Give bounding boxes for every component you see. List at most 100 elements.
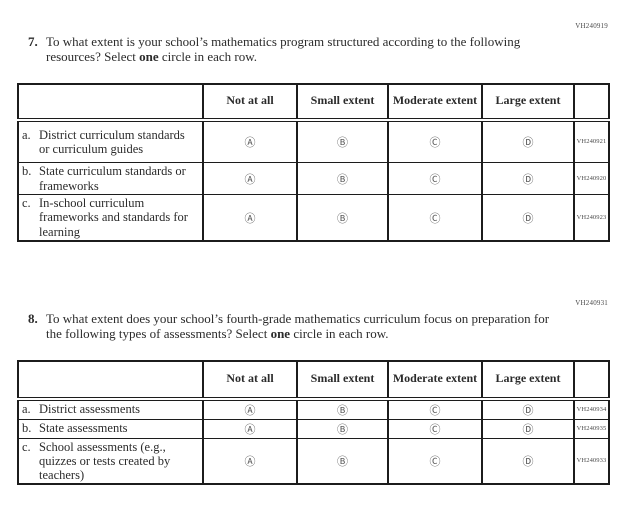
answer-cell-large-extent[interactable]: Ⓓ <box>481 437 574 485</box>
column-header-large-extent: Large extent <box>481 360 574 401</box>
answer-cell-not-at-all[interactable]: Ⓐ <box>202 418 297 439</box>
row-label: In-school curriculum frameworks and stan… <box>39 196 188 239</box>
answer-cell-large-extent[interactable]: Ⓓ <box>481 119 574 163</box>
answer-cell-moderate-extent[interactable]: Ⓒ <box>387 398 482 420</box>
answer-cell-not-at-all[interactable]: Ⓐ <box>202 194 297 241</box>
row-letter: a. <box>22 127 31 142</box>
answer-cell-not-at-all[interactable]: Ⓐ <box>202 162 297 195</box>
question-8-table: Not at all Small extent Moderate extent … <box>17 359 610 486</box>
row-label: School assessments (e.g., quizzes or tes… <box>39 439 171 483</box>
answer-circle-a[interactable]: Ⓐ <box>244 422 256 436</box>
question-8-section: VH240931 8. To what extent does your sch… <box>0 298 626 486</box>
row-letter: c. <box>22 439 31 454</box>
answer-circle-b[interactable]: Ⓑ <box>337 172 348 186</box>
table-row-q8b: b. State assessments Ⓐ Ⓑ Ⓒ Ⓓ VH240935 <box>17 418 609 439</box>
answer-circle-a[interactable]: Ⓐ <box>244 172 256 186</box>
answer-cell-moderate-extent[interactable]: Ⓒ <box>387 194 482 241</box>
question-7-text: To what extent is your school’s mathemat… <box>46 34 551 65</box>
answer-circle-a[interactable]: Ⓐ <box>244 454 256 468</box>
answer-circle-d[interactable]: Ⓓ <box>522 172 534 186</box>
code-column-header-empty <box>573 83 609 122</box>
answer-circle-a[interactable]: Ⓐ <box>244 135 256 149</box>
answer-circle-c[interactable]: Ⓒ <box>429 172 441 186</box>
answer-cell-not-at-all[interactable]: Ⓐ <box>202 119 297 163</box>
answer-cell-small-extent[interactable]: Ⓑ <box>296 162 388 195</box>
answer-circle-d[interactable]: Ⓓ <box>522 211 534 225</box>
question-7-stem: 7. To what extent is your school’s mathe… <box>28 34 568 65</box>
question-7-text-part2: circle in each row. <box>158 49 258 65</box>
row-vh-code: VH240923 <box>573 194 609 241</box>
answer-circle-d[interactable]: Ⓓ <box>522 454 534 468</box>
row-letter: b. <box>22 421 32 436</box>
answer-cell-small-extent[interactable]: Ⓑ <box>296 119 388 163</box>
answer-circle-b[interactable]: Ⓑ <box>337 454 348 468</box>
answer-circle-d[interactable]: Ⓓ <box>522 135 534 149</box>
column-header-moderate-extent: Moderate extent <box>387 83 482 122</box>
answer-circle-d[interactable]: Ⓓ <box>522 403 534 417</box>
answer-cell-small-extent[interactable]: Ⓑ <box>296 418 388 439</box>
answer-circle-a[interactable]: Ⓐ <box>244 211 256 225</box>
question-7-bold-word: one <box>139 49 159 65</box>
question-8-text-part2: circle in each row. <box>290 326 389 342</box>
table-row-q8c: c. School assessments (e.g., quizzes or … <box>17 437 609 485</box>
answer-circle-b[interactable]: Ⓑ <box>337 422 348 436</box>
row-label: State assessments <box>39 421 128 436</box>
question-7-table: Not at all Small extent Moderate extent … <box>17 82 610 242</box>
row-label: State curriculum standards or frameworks <box>39 164 186 193</box>
column-header-small-extent: Small extent <box>296 360 388 401</box>
answer-circle-b[interactable]: Ⓑ <box>337 211 348 225</box>
column-header-small-extent: Small extent <box>296 83 388 122</box>
answer-circle-d[interactable]: Ⓓ <box>522 422 534 436</box>
question-8-vh-code: VH240931 <box>575 298 608 307</box>
row-label: District curriculum standards or curricu… <box>39 127 185 156</box>
stub-header-empty <box>17 83 203 122</box>
answer-cell-not-at-all[interactable]: Ⓐ <box>202 398 297 420</box>
answer-circle-c[interactable]: Ⓒ <box>429 454 441 468</box>
table-row-q8a: a. District assessments Ⓐ Ⓑ Ⓒ Ⓓ VH240934 <box>17 398 609 420</box>
answer-circle-c[interactable]: Ⓒ <box>429 403 441 417</box>
row-letter: a. <box>22 402 31 417</box>
answer-cell-small-extent[interactable]: Ⓑ <box>296 194 388 241</box>
row-label-cell: c. In-school curriculum frameworks and s… <box>17 194 203 241</box>
question-8-stem: 8. To what extent does your school’s fou… <box>28 311 568 342</box>
row-vh-code: VH240934 <box>573 398 609 420</box>
answer-cell-small-extent[interactable]: Ⓑ <box>296 398 388 420</box>
row-label-cell: b. State assessments <box>17 418 203 439</box>
answer-cell-large-extent[interactable]: Ⓓ <box>481 162 574 195</box>
column-header-not-at-all: Not at all <box>202 83 297 122</box>
table-row-q7c: c. In-school curriculum frameworks and s… <box>17 194 609 241</box>
answer-cell-large-extent[interactable]: Ⓓ <box>481 398 574 420</box>
answer-cell-large-extent[interactable]: Ⓓ <box>481 418 574 439</box>
row-label-cell: c. School assessments (e.g., quizzes or … <box>17 437 203 485</box>
question-8-header-row: Not at all Small extent Moderate extent … <box>17 360 609 401</box>
answer-circle-a[interactable]: Ⓐ <box>244 403 256 417</box>
column-header-moderate-extent: Moderate extent <box>387 360 482 401</box>
answer-circle-b[interactable]: Ⓑ <box>337 135 348 149</box>
row-vh-code: VH240935 <box>573 418 609 439</box>
question-8-bold-word: one <box>270 326 291 342</box>
row-letter: c. <box>22 196 31 211</box>
question-7-text-part1: To what extent is your school’s mathemat… <box>46 34 521 65</box>
answer-cell-large-extent[interactable]: Ⓓ <box>481 194 574 241</box>
answer-cell-moderate-extent[interactable]: Ⓒ <box>387 418 482 439</box>
stub-header-empty <box>17 360 203 401</box>
answer-cell-small-extent[interactable]: Ⓑ <box>296 437 388 485</box>
table-row-q7a: a. District curriculum standards or curr… <box>17 119 609 163</box>
row-vh-code: VH240933 <box>573 437 609 485</box>
answer-circle-c[interactable]: Ⓒ <box>429 135 441 149</box>
row-vh-code: VH240920 <box>573 162 609 195</box>
answer-cell-moderate-extent[interactable]: Ⓒ <box>387 162 482 195</box>
answer-circle-c[interactable]: Ⓒ <box>429 211 441 225</box>
row-label-cell: a. District assessments <box>17 398 203 420</box>
answer-circle-b[interactable]: Ⓑ <box>337 403 348 417</box>
answer-cell-not-at-all[interactable]: Ⓐ <box>202 437 297 485</box>
question-7-vh-code: VH240919 <box>575 22 608 30</box>
answer-cell-moderate-extent[interactable]: Ⓒ <box>387 437 482 485</box>
answer-cell-moderate-extent[interactable]: Ⓒ <box>387 119 482 163</box>
row-vh-code: VH240921 <box>573 119 609 163</box>
question-8-number: 8. <box>28 310 38 326</box>
column-header-not-at-all: Not at all <box>202 360 297 401</box>
answer-circle-c[interactable]: Ⓒ <box>429 422 441 436</box>
row-label-cell: a. District curriculum standards or curr… <box>17 119 203 163</box>
row-label: District assessments <box>39 402 141 417</box>
